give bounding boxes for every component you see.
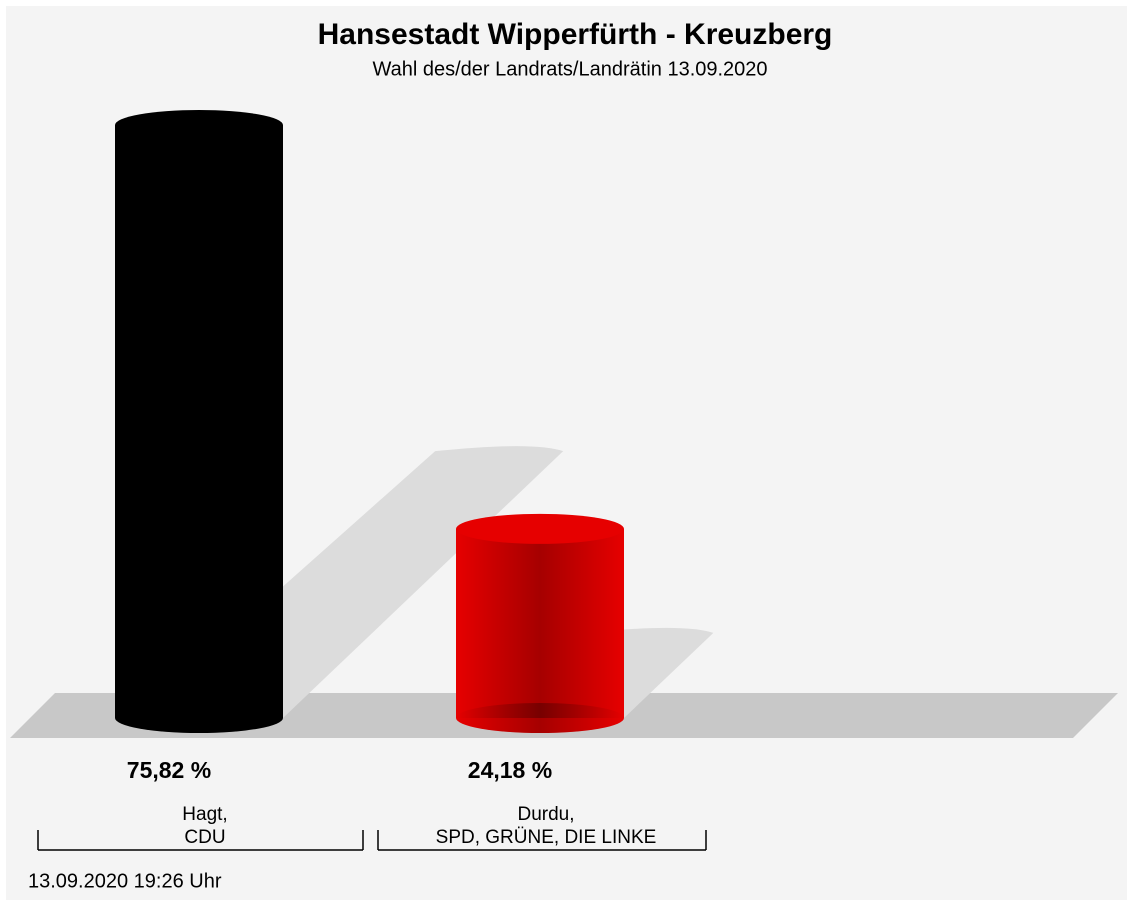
timestamp: 13.09.2020 19:26 Uhr (28, 870, 222, 892)
category-label: Durdu, SPD, GRÜNE, DIE LINKE (435, 804, 657, 848)
value-label: 24,18 % (468, 757, 552, 783)
bar-body-shade (115, 125, 283, 718)
bar-top (456, 513, 624, 544)
value-label: 75,82 % (127, 757, 211, 783)
chart-subtitle: Wahl des/der Landrats/Landrätin 13.09.20… (372, 58, 767, 80)
bar (115, 110, 283, 733)
bar (456, 513, 624, 733)
bar-top (115, 110, 283, 140)
category-label: Hagt, CDU (182, 804, 228, 848)
bar-body-shade (456, 528, 624, 718)
chart-title: Hansestadt Wipperfürth - Kreuzberg (318, 18, 833, 51)
